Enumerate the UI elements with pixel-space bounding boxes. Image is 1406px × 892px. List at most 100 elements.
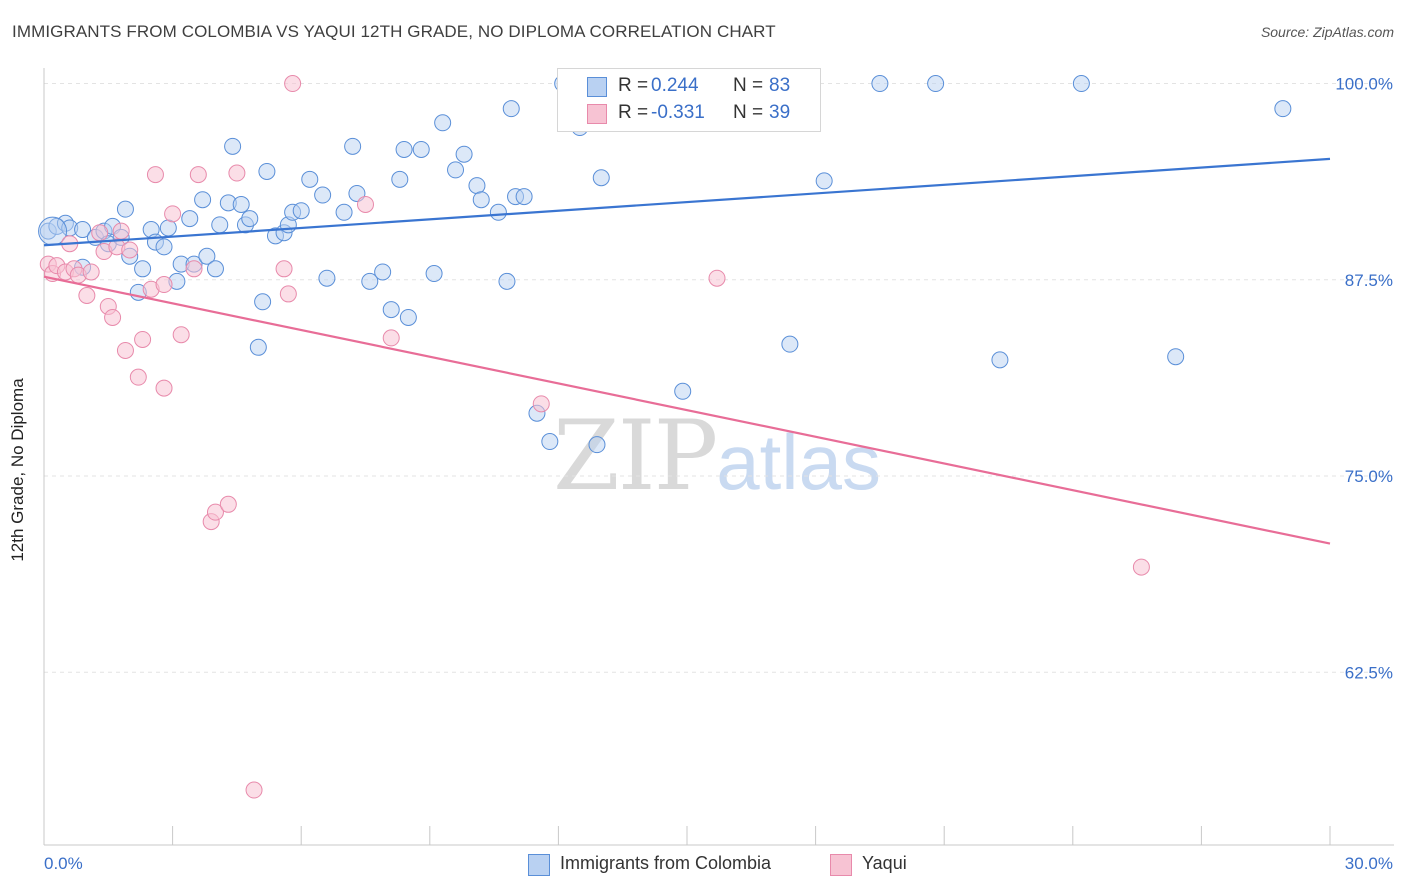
data-point-yaqui — [78, 287, 96, 304]
legend-n-label: N = — [733, 75, 764, 96]
data-point-yaqui — [532, 395, 550, 413]
data-point-colombia — [1167, 348, 1185, 366]
data-point-yaqui — [228, 164, 246, 182]
data-point-colombia — [249, 338, 267, 356]
tick-labels: 62.5% 75.0% 87.5% 100.0% 0.0% 30.0% — [44, 75, 1393, 873]
data-point-yaqui — [155, 379, 173, 397]
data-point-colombia — [181, 210, 199, 228]
legend-r-value-pink: -0.331 — [651, 102, 705, 123]
data-point-colombia — [232, 195, 250, 213]
data-point-yaqui — [357, 195, 374, 213]
data-point-colombia — [927, 75, 945, 93]
data-point-colombia — [871, 75, 889, 93]
data-point-yaqui — [185, 260, 203, 278]
data-point-yaqui — [104, 308, 122, 326]
legend-r-value-blue: 0.244 — [651, 75, 699, 96]
legend-label-colombia: Immigrants from Colombia — [560, 853, 772, 873]
data-point-colombia — [116, 200, 134, 218]
legend-n-value-pink: 39 — [769, 102, 791, 123]
data-point-colombia — [344, 137, 362, 155]
trend-line-colombia — [43, 157, 1331, 247]
y-tick-label: 75.0% — [1345, 467, 1393, 486]
data-point-colombia — [815, 172, 833, 190]
data-point-colombia — [1072, 75, 1090, 93]
chart-title: IMMIGRANTS FROM COLOMBIA VS YAQUI 12TH G… — [12, 22, 776, 41]
data-point-colombia — [455, 145, 473, 163]
data-point-colombia — [588, 436, 606, 454]
legend-n-value-blue: 83 — [769, 75, 791, 96]
watermark-zip: ZIP — [553, 400, 718, 512]
data-point-colombia — [502, 100, 520, 118]
data-point-colombia — [781, 335, 799, 353]
data-point-colombia — [254, 293, 272, 311]
source-label: Source: ZipAtlas.com — [1260, 24, 1394, 40]
data-point-colombia — [592, 169, 610, 187]
legend-swatch-yaqui — [830, 854, 852, 876]
data-point-yaqui — [112, 222, 130, 240]
series-colombia-points — [38, 75, 1292, 454]
data-point-yaqui — [155, 276, 173, 294]
data-point-colombia — [412, 140, 430, 158]
data-point-colombia — [224, 137, 242, 155]
data-point-yaqui — [206, 503, 224, 521]
data-point-colombia — [159, 219, 177, 237]
data-point-yaqui — [116, 341, 134, 359]
data-point-colombia — [74, 221, 92, 239]
data-point-colombia — [395, 140, 413, 158]
y-tick-label: 87.5% — [1345, 271, 1393, 290]
data-point-colombia — [447, 161, 465, 179]
data-point-colombia — [541, 433, 559, 451]
data-point-yaqui — [382, 329, 400, 347]
data-point-colombia — [425, 265, 443, 283]
gridlines — [44, 83, 1394, 673]
data-point-colombia — [292, 202, 310, 220]
x-tick-label-min: 0.0% — [44, 854, 83, 873]
x-tick-label-max: 30.0% — [1345, 854, 1393, 873]
data-point-colombia — [391, 170, 409, 188]
data-point-colombia — [515, 188, 533, 206]
trend-lines — [43, 157, 1331, 545]
data-point-colombia — [1274, 100, 1292, 118]
data-point-colombia — [318, 269, 336, 287]
data-point-yaqui — [1132, 558, 1150, 576]
data-point-yaqui — [708, 269, 726, 287]
data-point-yaqui — [82, 263, 100, 281]
data-point-colombia — [472, 191, 490, 209]
correlation-legend: R = 0.244 N = 83 R = -0.331 N = 39 — [557, 68, 821, 132]
data-point-colombia — [399, 308, 417, 326]
watermark: ZIPatlas — [553, 400, 881, 512]
data-point-colombia — [498, 272, 516, 290]
data-point-yaqui — [275, 260, 293, 278]
data-point-yaqui — [91, 224, 109, 242]
data-point-yaqui — [129, 368, 147, 386]
y-tick-label: 100.0% — [1335, 75, 1393, 94]
data-point-colombia — [374, 263, 392, 281]
data-point-yaqui — [134, 330, 152, 348]
data-point-colombia — [134, 260, 152, 278]
data-point-colombia — [468, 177, 486, 195]
data-point-colombia — [258, 162, 276, 180]
legend-r-label: R = — [618, 102, 649, 123]
data-point-colombia — [206, 260, 224, 278]
data-point-colombia — [155, 238, 173, 256]
legend-n-label: N = — [733, 102, 764, 123]
data-point-colombia — [382, 301, 400, 319]
data-point-colombia — [489, 203, 507, 221]
data-point-colombia — [674, 382, 692, 400]
data-point-yaqui — [245, 781, 263, 799]
data-point-colombia — [211, 216, 229, 234]
data-point-yaqui — [219, 495, 237, 513]
legend-swatch-colombia — [528, 854, 550, 876]
data-point-yaqui — [121, 241, 139, 259]
data-point-colombia — [361, 272, 379, 290]
data-point-colombia — [434, 114, 452, 132]
data-point-colombia — [194, 191, 212, 209]
data-point-yaqui — [172, 326, 190, 344]
data-point-colombia — [301, 170, 319, 188]
legend-r-label: R = — [618, 75, 649, 96]
data-point-colombia — [241, 210, 259, 228]
y-tick-label: 62.5% — [1345, 663, 1393, 682]
trend-line-yaqui — [43, 275, 1331, 545]
legend-label-yaqui: Yaqui — [862, 853, 907, 873]
